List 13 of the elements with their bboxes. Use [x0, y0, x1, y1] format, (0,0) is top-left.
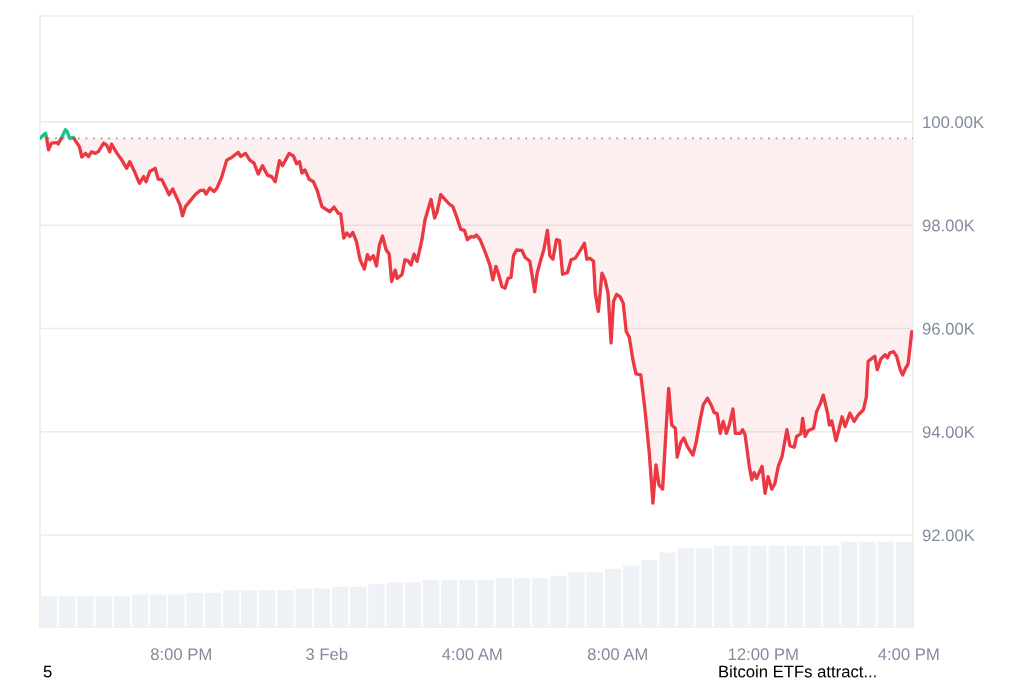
x-tick-label: 12:00 PM — [728, 648, 798, 661]
y-tick-label: 98.00K — [922, 219, 975, 232]
text: Bitcoin ETFs attract... — [719, 665, 876, 678]
x-tick-label: 8:00 PM — [150, 648, 211, 661]
x-tick-label: 3 Feb — [306, 647, 348, 661]
y-tick-label: 94.00K — [922, 426, 975, 438]
x-tick-label: 4:00 PM — [878, 648, 939, 661]
y-tick-label: 100.00K — [923, 116, 984, 129]
y-tick-label: 92.00K — [922, 529, 975, 542]
x-tick-label: 8:00 AM — [587, 648, 647, 661]
x-tick-label: 4:00 AM — [442, 648, 502, 661]
text: 5 — [43, 665, 52, 678]
y-tick-label: 96.00K — [922, 322, 975, 335]
